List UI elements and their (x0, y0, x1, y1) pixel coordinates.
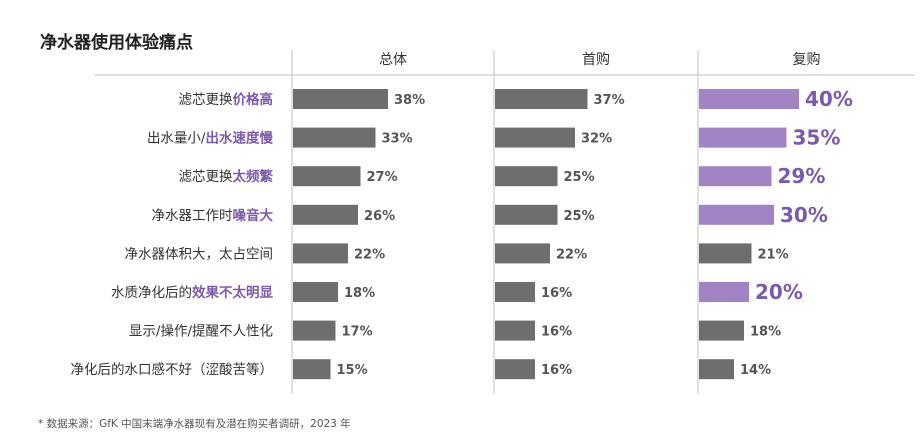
value-label: 22% (556, 247, 587, 262)
bar (293, 359, 331, 380)
series-header: 复购 (793, 51, 821, 68)
value-label: 16% (541, 286, 572, 301)
category-label: 净化后的水口感不好（涩酸苦等） (71, 361, 274, 378)
bar (495, 320, 535, 341)
value-label: 15% (337, 363, 368, 378)
bar (699, 166, 772, 187)
value-label: 26% (364, 209, 395, 224)
value-label: 35% (793, 126, 841, 150)
category-label-part: 出水量小/ (147, 131, 206, 147)
bar (495, 282, 535, 302)
bar (293, 127, 376, 148)
value-label: 29% (778, 164, 826, 188)
category-label: 净水器体积大，太占空间 (125, 246, 274, 262)
value-label: 40% (805, 87, 853, 111)
category-label-part: 净化后的水口感不好（涩酸苦等） (71, 361, 274, 378)
value-label: 22% (354, 247, 385, 262)
series-header: 总体 (379, 52, 407, 68)
category-label: 显示/操作/提醒不人性化 (129, 324, 273, 340)
chart-title: 净水器使用体验痛点 (40, 33, 193, 53)
category-label: 净水器工作时噪音大 (152, 207, 274, 224)
bar-chart: 总体 首购 复购滤芯更换价格高出水量小/出水速度慢滤芯更换太频繁净水器工作时噪音大净… (71, 50, 915, 394)
bar (293, 243, 348, 264)
category-label: 出水量小/出水速度慢 (147, 130, 274, 147)
value-label: 33% (382, 132, 413, 147)
value-label: 30% (780, 203, 828, 227)
bar (699, 359, 734, 380)
category-label-emphasis: 太频繁 (233, 168, 274, 185)
value-label: 21% (758, 247, 789, 262)
series-header: 首购 (582, 52, 610, 68)
bar (293, 89, 388, 109)
value-label: 14% (740, 363, 771, 378)
bar (495, 166, 558, 187)
category-label-part: 净水器体积大，太占空间 (125, 246, 274, 262)
category-label-emphasis: 效果不太明显 (192, 284, 273, 301)
value-label: 25% (564, 170, 595, 185)
bar (495, 204, 558, 225)
bar (293, 166, 361, 187)
bar (293, 204, 358, 225)
value-label: 18% (750, 325, 781, 340)
bar (495, 89, 588, 109)
bar (699, 282, 749, 302)
value-label: 20% (755, 280, 803, 304)
value-label: 27% (367, 170, 398, 185)
bar (699, 127, 787, 148)
category-label-emphasis: 价格高 (233, 91, 274, 108)
value-label: 17% (342, 325, 373, 340)
value-label: 25% (564, 209, 595, 224)
bar (293, 282, 338, 302)
bar (293, 320, 336, 341)
category-label-emphasis: 噪音大 (233, 207, 274, 224)
category-label-part: 净水器工作时 (152, 208, 233, 224)
footnote: * 数据来源：GfK 中国末端净水器现有及潜在购买者调研，2023 年 (38, 418, 351, 430)
bar (495, 359, 535, 380)
category-label: 滤芯更换价格高 (179, 91, 274, 108)
value-label: 18% (344, 286, 375, 301)
value-label: 16% (541, 363, 572, 378)
bar (495, 127, 575, 148)
category-label: 滤芯更换太频繁 (179, 168, 274, 185)
category-label-part: 显示/操作/提醒不人性化 (129, 324, 273, 340)
category-label-part: 滤芯更换 (179, 92, 233, 108)
bar (699, 320, 744, 341)
value-label: 38% (394, 93, 425, 108)
category-label-emphasis: 出水速度慢 (206, 130, 274, 147)
bar (495, 243, 550, 264)
value-label: 37% (594, 93, 625, 108)
category-label-part: 水质净化后的 (111, 285, 192, 301)
bar (699, 243, 752, 264)
value-label: 32% (581, 132, 612, 147)
bar (699, 204, 774, 225)
bar (699, 89, 799, 109)
category-label-part: 滤芯更换 (179, 169, 233, 185)
value-label: 16% (541, 325, 572, 340)
category-label: 水质净化后的效果不太明显 (111, 284, 273, 301)
